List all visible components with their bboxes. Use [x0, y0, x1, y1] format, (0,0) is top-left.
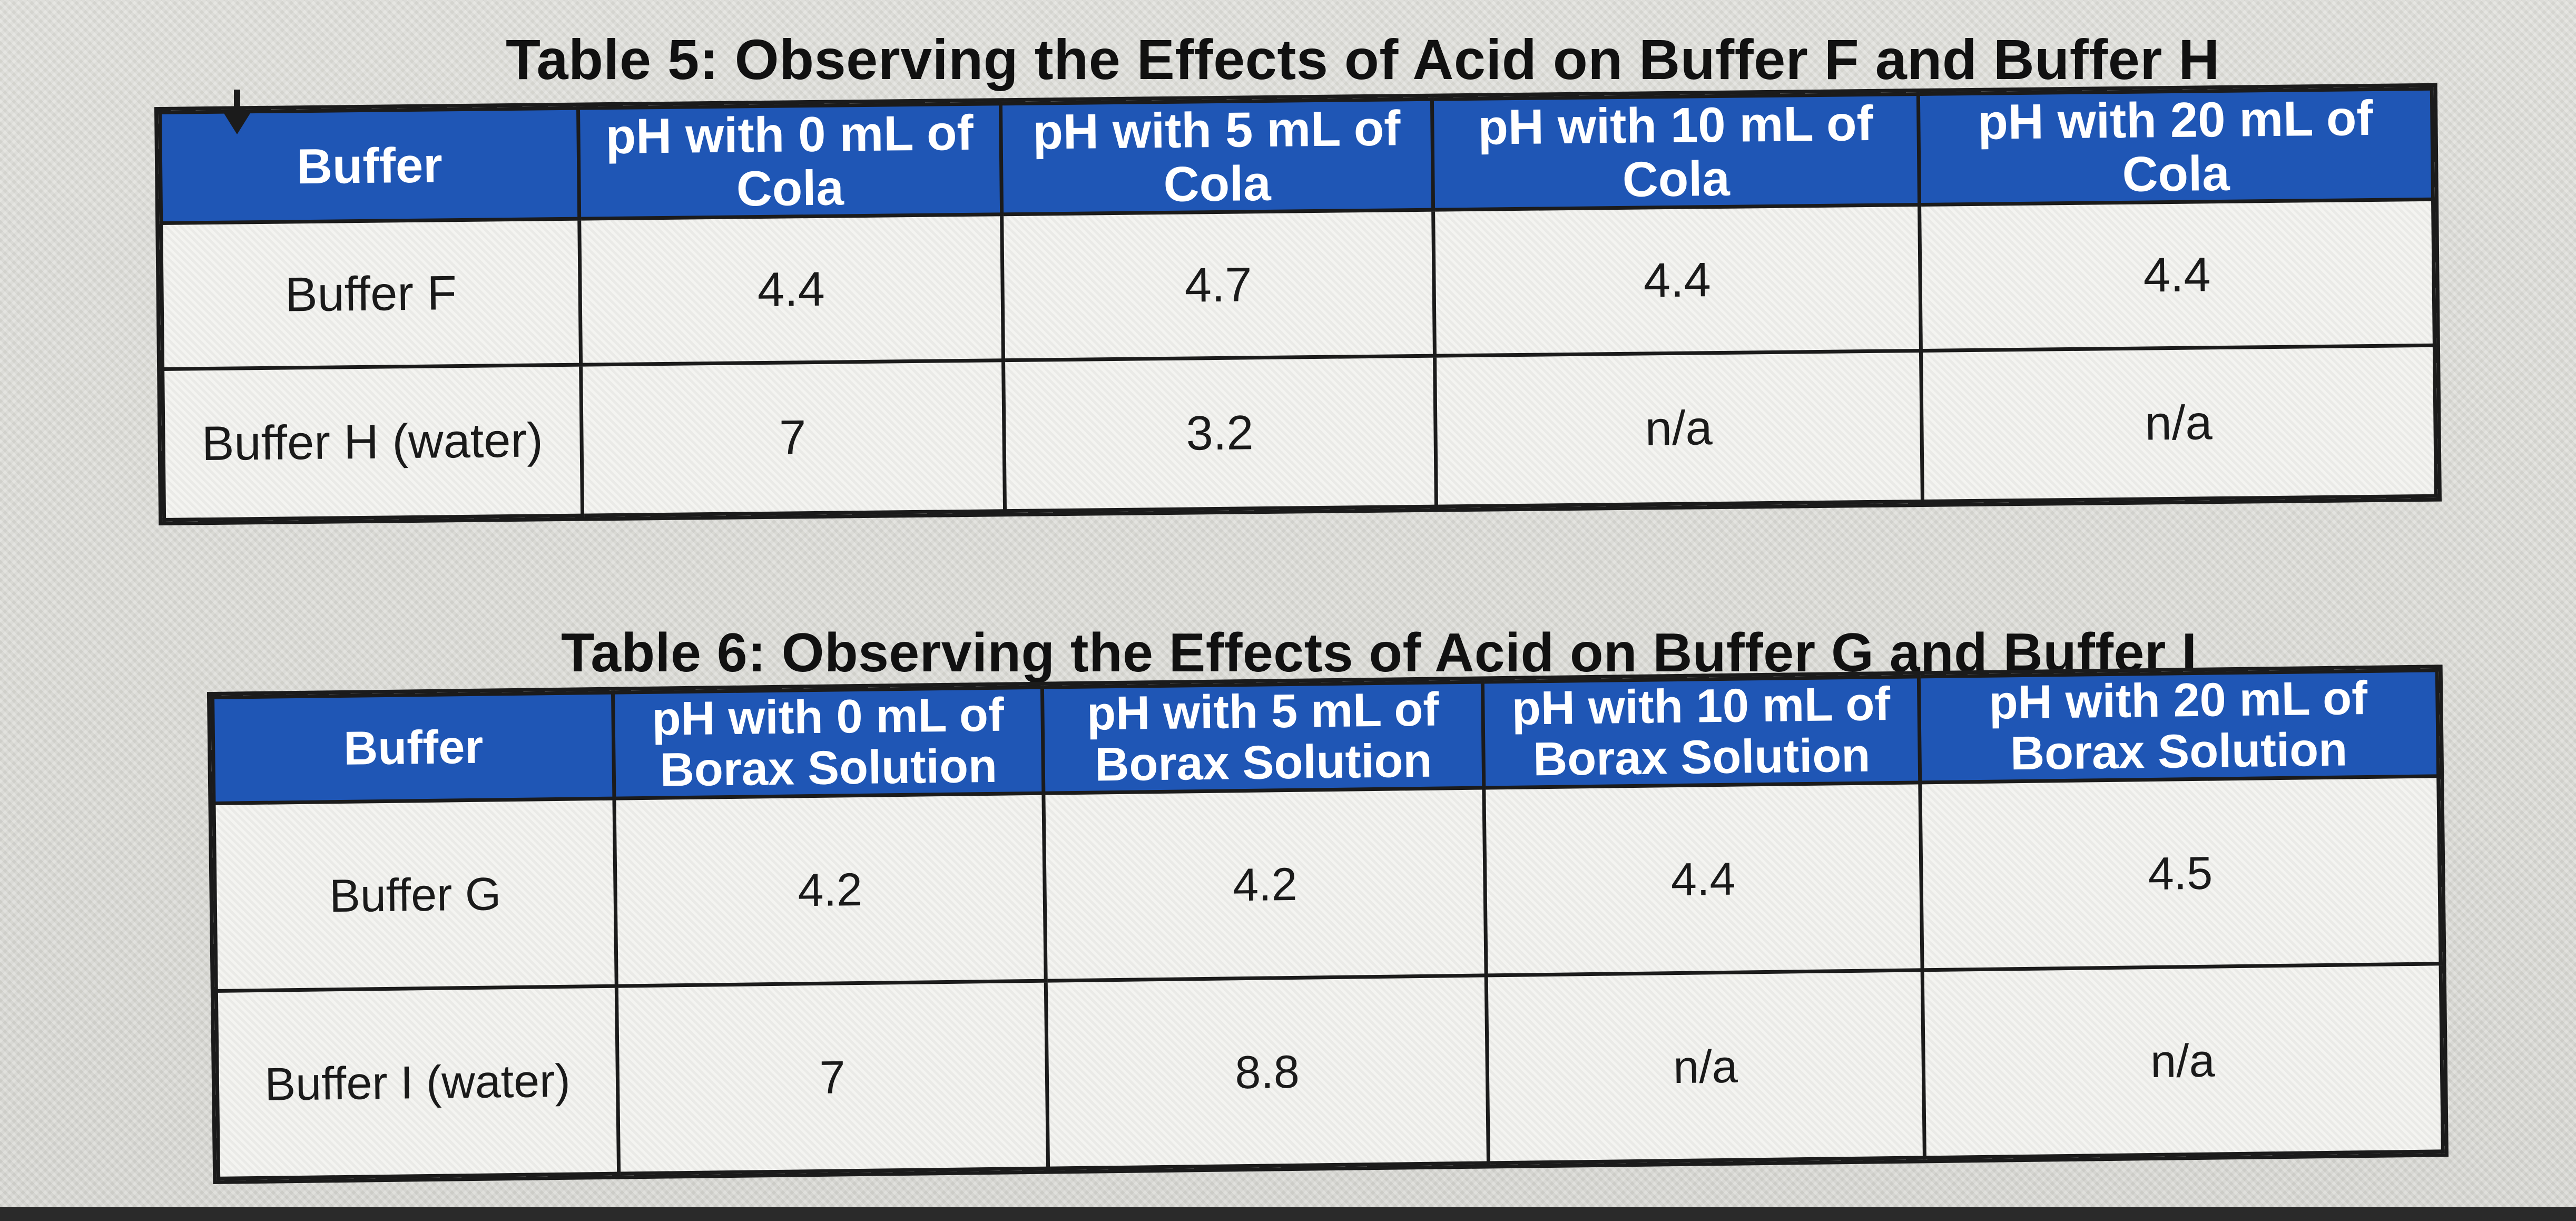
table-6-buffer-g-name: Buffer G: [214, 798, 617, 991]
screen-bottom-edge: [0, 1207, 2576, 1221]
table-5-buffer-h-5ml: 3.2: [1003, 356, 1437, 511]
table-5-buffer-f-0ml: 4.4: [579, 214, 1004, 365]
table-5-buffer-f-5ml: 4.7: [1001, 210, 1435, 361]
table-6-buffer-g-0ml: 4.2: [614, 793, 1046, 986]
table-5-header-0ml: pH with 0 mL of Cola: [578, 103, 1002, 219]
table-6-buffer-g-5ml: 4.2: [1044, 788, 1487, 981]
table-6-header-5ml: pH with 5 mL of Borax Solution: [1042, 681, 1484, 794]
table-6-buffer-i-0ml: 7: [616, 981, 1048, 1174]
table-5-buffer-h-20ml: n/a: [1921, 345, 2436, 502]
table-6-buffer-g-20ml: 4.5: [1920, 776, 2441, 971]
table-6-header-20ml: pH with 20 mL of Borax Solution: [1919, 670, 2439, 783]
table-6-buffer-i-10ml: n/a: [1486, 970, 1925, 1163]
table-5-buffer-h-0ml: 7: [581, 360, 1005, 516]
table-5-title: Table 5: Observing the Effects of Acid o…: [506, 27, 2220, 91]
table-6-header-10ml: pH with 10 mL of Borax Solution: [1482, 676, 1920, 788]
table-6-buffer-i-name: Buffer I (water): [216, 986, 619, 1179]
table-6-buffer-i-20ml: n/a: [1922, 964, 2443, 1158]
table-6-title: Table 6: Observing the Effects of Acid o…: [561, 622, 2197, 683]
table-6-buffer-i-5ml: 8.8: [1046, 975, 1489, 1169]
table-6-section: Table 6: Observing the Effects of Acid o…: [211, 611, 2444, 1202]
table-6-header-0ml: pH with 0 mL of Borax Solution: [613, 687, 1044, 799]
table-5-header-5ml: pH with 5 mL of Cola: [1000, 99, 1433, 214]
arrow-down-icon: [224, 90, 250, 134]
table-row: Buffer I (water) 7 8.8 n/a n/a: [216, 964, 2443, 1179]
table-row: Buffer H (water) 7 3.2 n/a n/a: [162, 345, 2436, 520]
table-5-buffer-h-name: Buffer H (water): [162, 365, 583, 520]
table-6-header-buffer: Buffer: [212, 692, 615, 804]
table-row: Buffer F 4.4 4.7 4.4 4.4: [161, 199, 2435, 369]
table-5-buffer-f-10ml: 4.4: [1433, 204, 1921, 356]
table-5-header-10ml: pH with 10 mL of Cola: [1432, 94, 1920, 210]
table-5-section: Table 5: Observing the Effects of Acid o…: [158, 16, 2444, 538]
table-5-buffer-f-name: Buffer F: [161, 219, 581, 369]
table-5-header-20ml: pH with 20 mL of Cola: [1918, 89, 2433, 205]
table-5-buffer-f-20ml: 4.4: [1919, 199, 2435, 351]
table-6: Buffer pH with 0 mL of Borax Solution pH…: [211, 668, 2445, 1180]
table-row: Buffer G 4.2 4.2 4.4 4.5: [214, 776, 2441, 991]
table-6-buffer-g-10ml: 4.4: [1484, 783, 1923, 976]
table-5: Buffer pH with 0 mL of Cola pH with 5 mL…: [158, 87, 2438, 522]
table-5-buffer-h-10ml: n/a: [1434, 350, 1923, 507]
